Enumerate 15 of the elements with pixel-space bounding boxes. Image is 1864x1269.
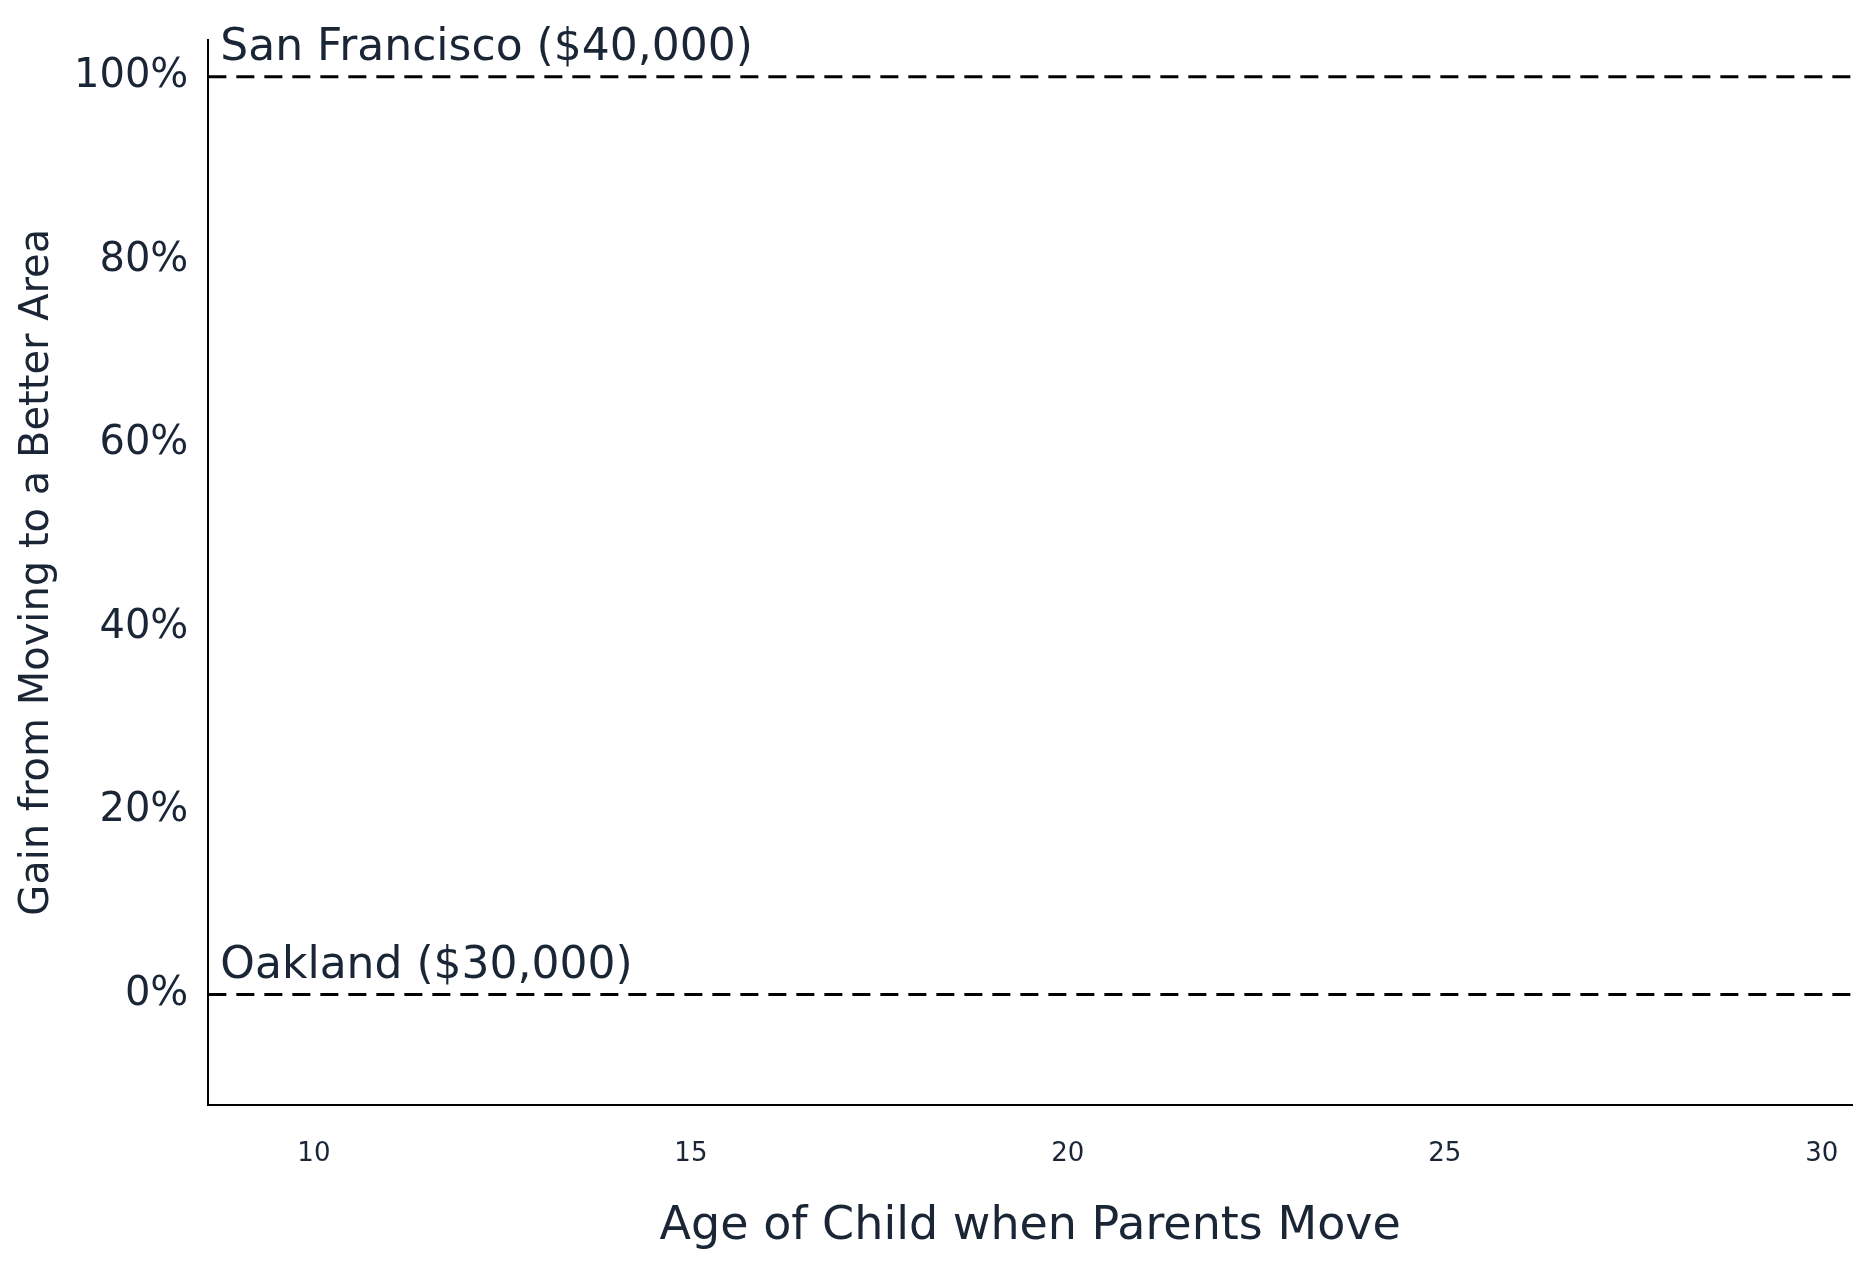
y-tick-label: 100% — [74, 50, 189, 97]
x-tick-label: 25 — [1428, 1136, 1462, 1167]
y-axis-title: Gain from Moving to a Better Area — [11, 228, 58, 916]
y-tick-label: 60% — [99, 417, 189, 464]
x-axis-title: Age of Child when Parents Move — [659, 1196, 1401, 1251]
y-tick-label: 0% — [124, 967, 189, 1014]
x-tick-label: 20 — [1051, 1136, 1085, 1167]
x-tick-label: 15 — [674, 1136, 708, 1167]
y-tick-label: 20% — [99, 784, 189, 831]
x-tick-label: 30 — [1805, 1136, 1839, 1167]
y-tick-label: 40% — [99, 600, 189, 647]
y-tick-label: 80% — [99, 233, 189, 280]
ref-line-label: Oakland ($30,000) — [220, 936, 633, 988]
ref-line-label: San Francisco ($40,000) — [220, 19, 753, 71]
x-tick-label: 10 — [297, 1136, 331, 1167]
